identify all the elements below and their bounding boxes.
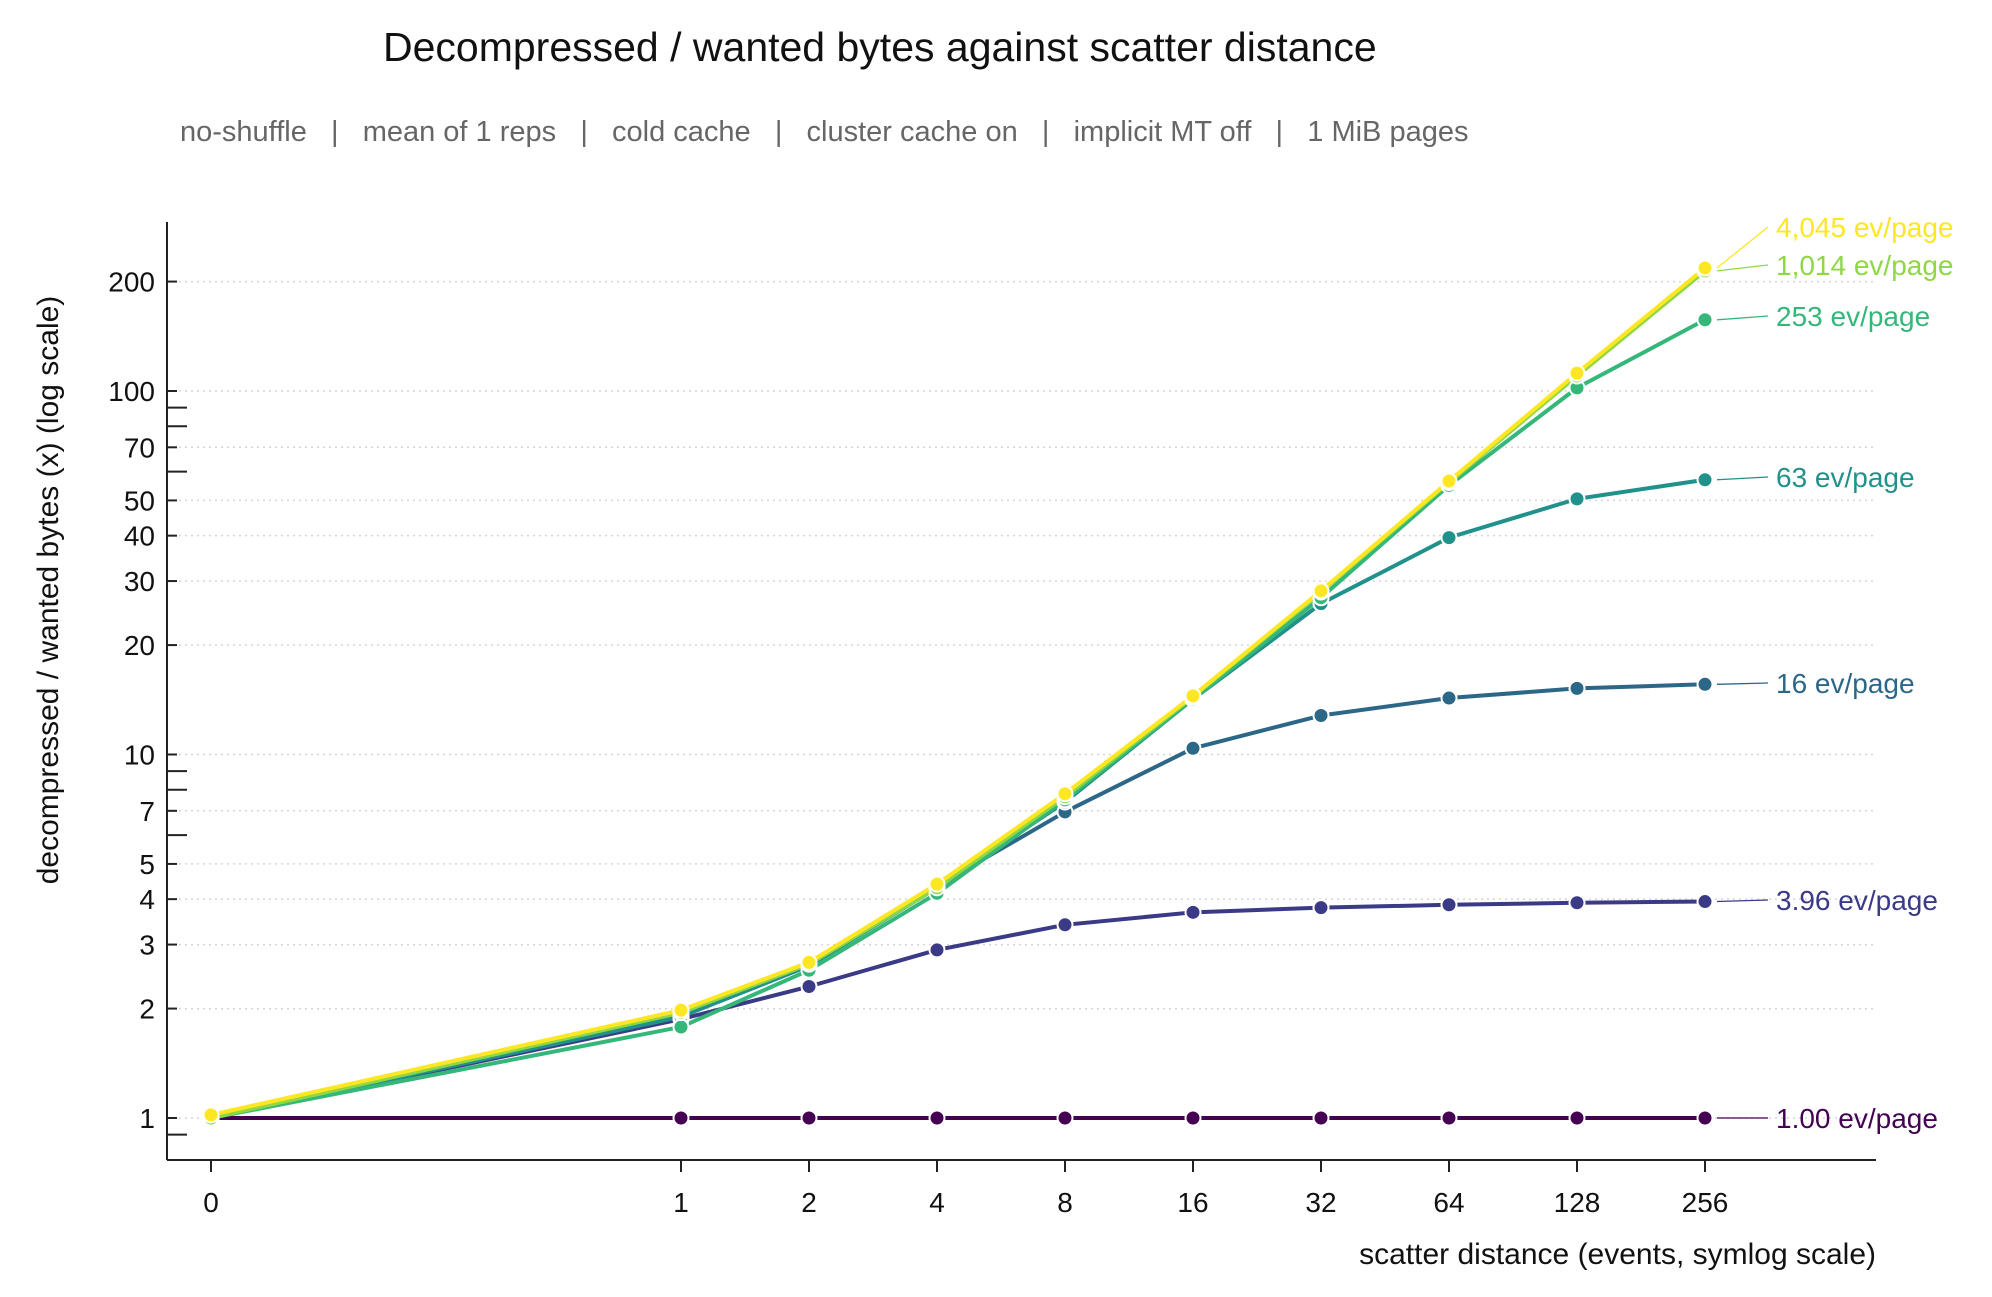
y-tick-label: 70: [124, 432, 155, 463]
series-label: 1,014 ev/page: [1776, 250, 1954, 281]
chart-title: Decompressed / wanted bytes against scat…: [383, 24, 1377, 70]
data-point: [1184, 903, 1202, 921]
x-tick-label: 32: [1305, 1187, 1336, 1218]
data-point: [1056, 785, 1074, 803]
y-tick-label: 40: [124, 521, 155, 552]
data-point: [672, 1018, 690, 1036]
data-point: [1440, 689, 1458, 707]
axes: [166, 222, 1876, 1161]
label-leader-line: [1716, 682, 1769, 685]
series-line: [210, 899, 1706, 1120]
series-line: [210, 682, 1706, 1120]
data-point: [1056, 1109, 1074, 1127]
data-point: [672, 1109, 690, 1127]
y-tick-label: 20: [124, 630, 155, 661]
data-point: [672, 1001, 690, 1019]
x-tick-label: 2: [801, 1187, 817, 1218]
data-point: [1184, 1109, 1202, 1127]
data-point: [1440, 1109, 1458, 1127]
data-point: [1312, 899, 1330, 917]
series-end-labels: 1.00 ev/page 3.96 ev/page 16 ev/page 63 ev/…: [1716, 212, 1954, 1134]
series-label: 63 ev/page: [1776, 462, 1915, 493]
y-axis-ticks: 1 2 3 4 5 7 10 20 30 40 50 70 100 200: [108, 267, 187, 1136]
y-tick-label: 30: [124, 566, 155, 597]
series-label: 16 ev/page: [1776, 668, 1915, 699]
y-tick-label: 1: [139, 1103, 155, 1134]
series-label: 253 ev/page: [1776, 301, 1930, 332]
x-tick-label: 1: [673, 1187, 689, 1218]
x-tick-label: 64: [1433, 1187, 1464, 1218]
data-point: [928, 1109, 946, 1127]
data-point: [1568, 679, 1586, 697]
x-tick-label: 0: [203, 1187, 219, 1218]
y-axis-label: decompressed / wanted bytes (x) (log sca…: [32, 296, 65, 885]
y-tick-label: 200: [108, 267, 155, 298]
data-point: [1312, 582, 1330, 600]
label-leader-line: [1716, 315, 1769, 321]
data-point: [1184, 687, 1202, 705]
series-label: 1.00 ev/page: [1776, 1103, 1938, 1134]
data-point: [1696, 311, 1714, 329]
data-point: [1696, 1109, 1714, 1127]
data-point: [1696, 893, 1714, 911]
data-point: [1440, 529, 1458, 547]
series-line: [210, 318, 1706, 1120]
data-point: [800, 953, 818, 971]
x-tick-label: 16: [1177, 1187, 1208, 1218]
data-point: [1440, 472, 1458, 490]
data-point: [202, 1106, 220, 1124]
data-point: [1568, 364, 1586, 382]
y-tick-label: 3: [139, 930, 155, 961]
data-point: [1440, 896, 1458, 914]
y-tick-label: 100: [108, 376, 155, 407]
data-point: [1568, 490, 1586, 508]
label-leader-line: [1716, 264, 1769, 272]
x-axis-label: scatter distance (events, symlog scale): [1359, 1238, 1876, 1271]
data-point: [1568, 1109, 1586, 1127]
data-point: [928, 941, 946, 959]
data-point: [1312, 707, 1330, 725]
y-tick-label: 4: [139, 884, 155, 915]
label-leader-line: [1716, 899, 1769, 903]
data-point: [800, 978, 818, 996]
data-point: [1696, 471, 1714, 489]
series-lines: [210, 266, 1707, 1120]
x-axis-ticks: 0 1 2 4 8 16 32 64 128 256: [203, 1160, 1728, 1218]
x-tick-label: 4: [929, 1187, 945, 1218]
data-point: [1568, 894, 1586, 912]
x-tick-label: 8: [1057, 1187, 1073, 1218]
data-point: [1184, 739, 1202, 757]
data-point: [1312, 1109, 1330, 1127]
y-tick-label: 50: [124, 485, 155, 516]
data-point: [1696, 259, 1714, 277]
data-point: [1056, 916, 1074, 934]
data-point: [1696, 675, 1714, 693]
chart-subtitle: no-shuffle | mean of 1 reps | cold cache…: [180, 116, 1469, 148]
data-point: [800, 1109, 818, 1127]
y-tick-label: 5: [139, 849, 155, 880]
series-label: 4,045 ev/page: [1776, 212, 1954, 243]
x-tick-label: 128: [1554, 1187, 1601, 1218]
grid-lines: [167, 280, 1876, 1119]
series-label: 3.96 ev/page: [1776, 885, 1938, 916]
label-leader-line: [1716, 476, 1769, 481]
series-line: [210, 266, 1707, 1117]
y-tick-label: 2: [139, 994, 155, 1025]
y-tick-label: 10: [124, 740, 155, 771]
series-line: [210, 477, 1706, 1120]
y-tick-label: 7: [139, 796, 155, 827]
series-points: [202, 259, 1714, 1127]
data-point: [928, 875, 946, 893]
label-leader-line: [1716, 226, 1769, 269]
x-tick-label: 256: [1682, 1187, 1729, 1218]
